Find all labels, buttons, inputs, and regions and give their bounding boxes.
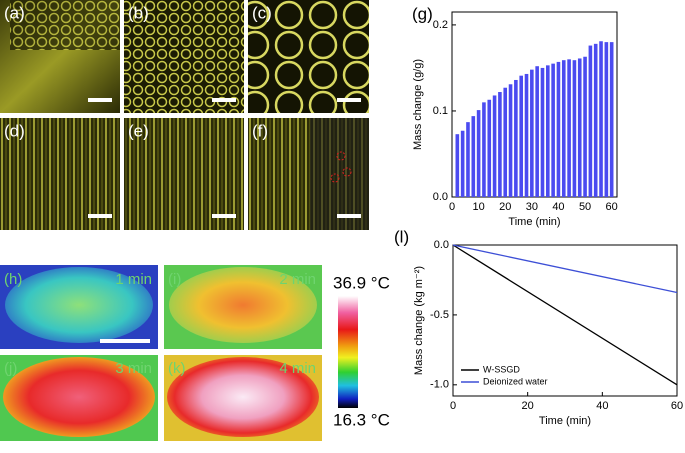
bar xyxy=(455,134,460,197)
y-tick-label: 0.0 xyxy=(433,191,448,203)
x-tick-label: 0 xyxy=(450,400,456,412)
bar xyxy=(604,42,609,198)
sem-image xyxy=(0,118,120,230)
plot-frame xyxy=(452,244,678,397)
bar xyxy=(583,56,587,197)
colorbar-max: 36.9 °C xyxy=(333,273,390,292)
highlight-circle xyxy=(330,173,340,183)
scale-bar xyxy=(212,214,236,218)
y-tick-label: 0.0 xyxy=(434,239,449,251)
bar xyxy=(460,130,465,197)
bar xyxy=(540,67,545,197)
panel-label: (h) xyxy=(4,271,22,288)
thermal-image xyxy=(3,357,155,437)
sem-texture xyxy=(10,0,120,50)
panel-label: (e) xyxy=(128,121,149,140)
bar xyxy=(492,95,497,197)
panel-label: (k) xyxy=(168,360,186,377)
x-tick-label: 20 xyxy=(499,201,511,213)
bar xyxy=(514,79,518,197)
line xyxy=(452,244,678,386)
x-axis-label: Time (min) xyxy=(508,216,560,228)
y-tick-label: -1.0 xyxy=(430,379,449,391)
time-label: 2 min xyxy=(279,271,316,288)
legend-label: W-SSGD xyxy=(483,364,520,374)
x-tick-label: 60 xyxy=(606,201,618,213)
bar xyxy=(588,45,593,198)
x-tick-label: 60 xyxy=(671,400,683,412)
line xyxy=(452,244,678,294)
legend-label: Deionized water xyxy=(483,376,548,386)
y-tick-label: 0.2 xyxy=(433,19,448,31)
x-tick-label: 20 xyxy=(522,400,534,412)
plot-frame xyxy=(451,11,618,198)
panel-label: (a) xyxy=(4,3,25,22)
scale-bar xyxy=(88,98,112,102)
sem-image xyxy=(124,118,244,230)
scale-bar xyxy=(88,214,112,218)
bar xyxy=(577,58,582,197)
time-label: 1 min xyxy=(115,271,152,288)
panel-label: (j) xyxy=(4,360,17,377)
bar xyxy=(593,43,598,198)
y-axis-label: Mass change (g/g) xyxy=(412,59,424,150)
panel-label: (c) xyxy=(252,3,272,22)
scale-bar xyxy=(212,98,236,102)
panel-label: (f) xyxy=(252,121,268,140)
bar xyxy=(476,110,481,197)
scale-bar xyxy=(100,339,150,343)
x-tick-label: 40 xyxy=(596,400,608,412)
y-tick-label: -0.5 xyxy=(430,309,449,321)
bar xyxy=(508,84,513,197)
thermal-image xyxy=(5,267,153,343)
sem-image xyxy=(124,0,244,113)
thermal-image xyxy=(169,267,317,343)
x-tick-label: 50 xyxy=(579,201,591,213)
sem-image xyxy=(248,0,369,113)
bar xyxy=(609,42,614,198)
time-label: 4 min xyxy=(279,360,316,377)
bar xyxy=(471,116,476,197)
bar xyxy=(524,73,529,197)
scale-bar xyxy=(337,214,361,218)
bar xyxy=(572,60,577,197)
x-tick-label: 10 xyxy=(472,201,484,213)
x-tick-label: 40 xyxy=(552,201,564,213)
y-tick-label: 0.1 xyxy=(433,105,448,117)
bar xyxy=(503,87,508,197)
bar xyxy=(551,63,555,198)
highlight-circle xyxy=(336,151,346,161)
colorbar-min: 16.3 °C xyxy=(333,410,390,429)
x-tick-label: 30 xyxy=(526,201,538,213)
colorbar xyxy=(338,296,358,408)
bar xyxy=(546,65,550,197)
y-axis-label: Mass change (kg m⁻²) xyxy=(413,266,425,375)
x-tick-label: 0 xyxy=(449,201,455,213)
panel-label: (l) xyxy=(394,227,409,246)
x-axis-label: Time (min) xyxy=(539,415,591,427)
bar xyxy=(599,41,603,197)
scale-bar xyxy=(337,98,361,102)
bar xyxy=(498,92,502,197)
bar xyxy=(466,122,470,197)
bar xyxy=(487,99,492,197)
time-label: 3 min xyxy=(115,360,152,377)
panel-label: (b) xyxy=(128,3,149,22)
bar xyxy=(482,102,486,197)
panel-label: (g) xyxy=(412,4,433,23)
panel-label: (d) xyxy=(4,121,25,140)
bar xyxy=(535,66,539,197)
bar xyxy=(530,69,534,197)
bar xyxy=(519,75,523,197)
highlight-circle xyxy=(342,167,352,177)
bar xyxy=(567,59,571,198)
thermal-image xyxy=(167,357,319,437)
bar xyxy=(556,61,561,197)
bar xyxy=(561,60,566,197)
panel-label: (i) xyxy=(168,271,181,288)
sem-overlay xyxy=(310,118,369,230)
